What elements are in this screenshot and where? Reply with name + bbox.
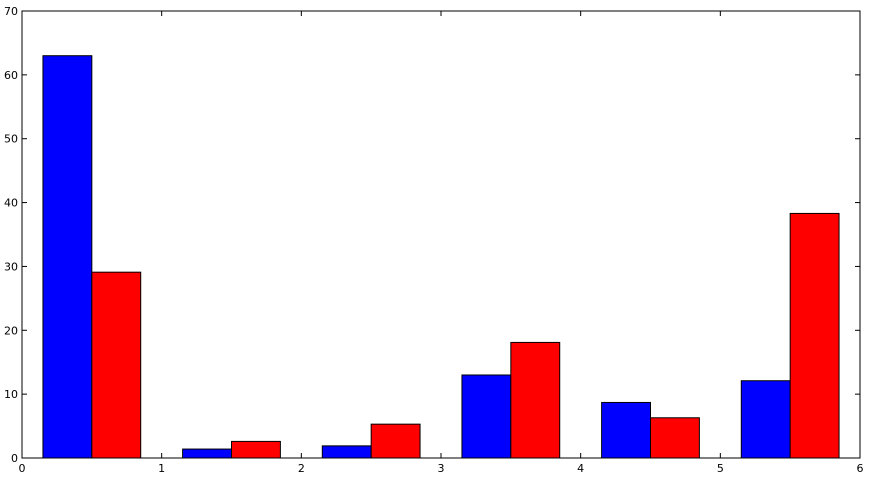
bar-series-2-1: [91, 271, 142, 459]
y-tick-label-0: 0: [11, 452, 18, 465]
bar-series-2-2: [231, 440, 281, 459]
bars-layer: [42, 55, 840, 459]
bar-series-2-3: [370, 423, 421, 459]
bar-series-1-1: [42, 55, 93, 459]
y-tick-label-5: 50: [4, 133, 18, 146]
bar-series-2-6: [789, 212, 840, 459]
bar-series-1-2: [182, 448, 233, 459]
x-tick-label-5: 5: [717, 462, 724, 475]
bar-series-1-6: [740, 380, 791, 459]
bar-series-2-5: [650, 417, 700, 459]
x-tick-label-3: 3: [438, 462, 445, 475]
y-tick-label-3: 30: [4, 260, 18, 273]
y-tick-label-4: 40: [4, 197, 18, 210]
bar-series-1-4: [461, 374, 512, 459]
x-tick-label-2: 2: [298, 462, 305, 475]
bar-series-2-4: [510, 341, 561, 459]
y-tick-label-1: 10: [4, 388, 18, 401]
y-tick-label-6: 60: [4, 69, 18, 82]
bar-series-1-3: [321, 445, 372, 459]
y-tick-label-2: 20: [4, 324, 18, 337]
bar-series-1-5: [601, 401, 651, 459]
x-tick-label-0: 0: [19, 462, 26, 475]
plot-frame: [21, 10, 861, 459]
plot-background: [22, 11, 860, 458]
y-tick-label-7: 70: [4, 5, 18, 18]
x-tick-label-4: 4: [577, 462, 584, 475]
x-tick-label-1: 1: [158, 462, 165, 475]
x-tick-label-6: 6: [857, 462, 864, 475]
